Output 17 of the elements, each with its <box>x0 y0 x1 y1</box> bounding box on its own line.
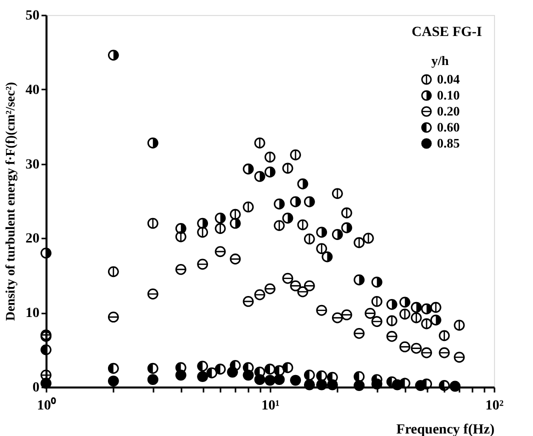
x-tick-label: 10² <box>485 398 504 414</box>
y-tick-label: 10 <box>26 306 40 322</box>
y-tick-label: 40 <box>26 82 40 98</box>
legend-label: 0.10 <box>437 88 460 102</box>
legend-label: 0.04 <box>437 72 460 86</box>
legend-label: 0.85 <box>437 136 460 150</box>
y-tick-label: 30 <box>26 157 40 172</box>
legend-title: y/h <box>431 53 450 68</box>
legend-label: 0.20 <box>437 104 460 118</box>
y-axis-title: Density of turbulent energy f·F(f)(cm²/sec²) <box>2 82 18 321</box>
y-tick-label: 50 <box>26 8 40 24</box>
annotation: CASE FG-I <box>412 25 482 40</box>
legend-label: 0.60 <box>437 120 460 134</box>
y-tick-label: 20 <box>26 232 40 247</box>
y-tick-label: 0 <box>32 380 40 396</box>
x-tick-label: 10⁰ <box>37 396 56 414</box>
x-tick-label: 10¹ <box>261 398 280 414</box>
